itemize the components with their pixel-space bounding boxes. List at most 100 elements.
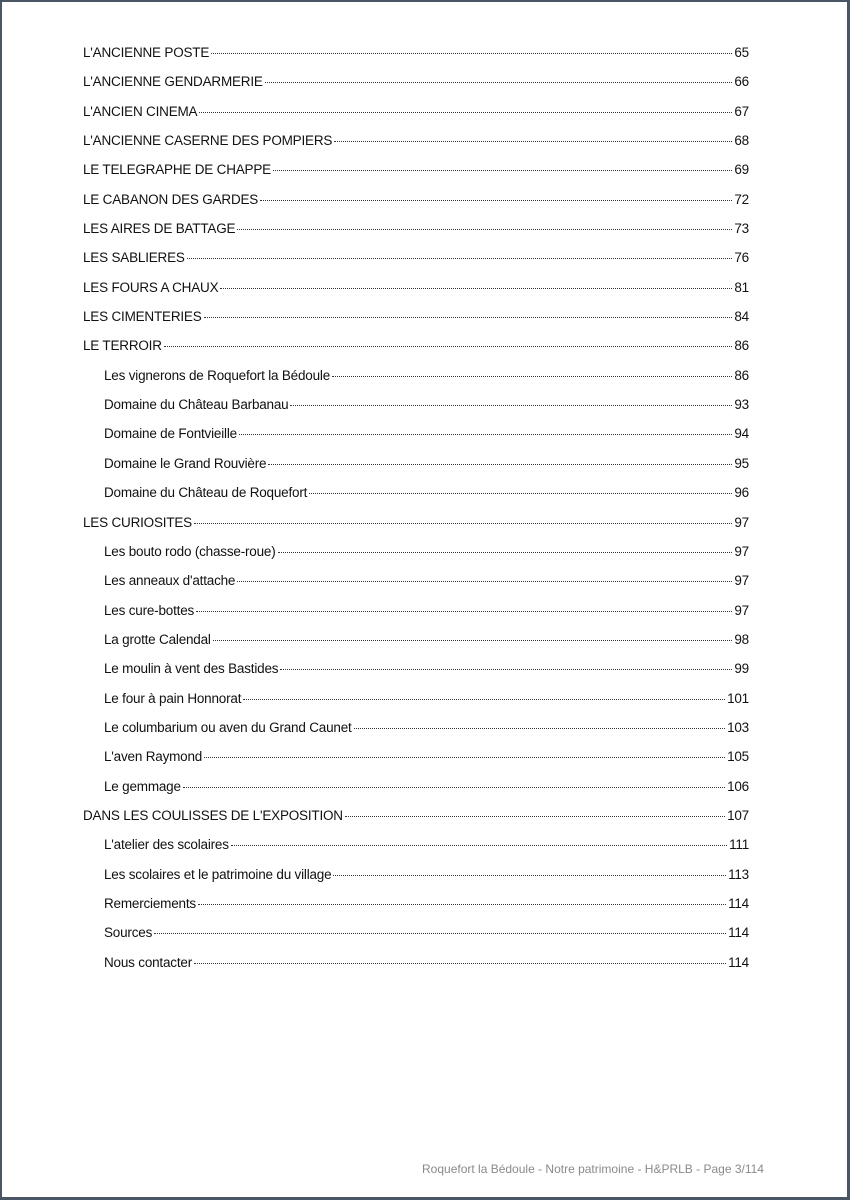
toc-entry[interactable]: Le moulin à vent des Bastides 99 <box>83 661 749 690</box>
toc-entry-page: 86 <box>734 367 749 383</box>
toc-entry-title: Le gemmage <box>104 778 181 794</box>
toc-entry-title: Les cure-bottes <box>104 602 195 618</box>
toc-entry[interactable]: LES AIRES DE BATTAGE 73 <box>83 221 749 250</box>
toc-entry-title: Domaine du Château Barbanau <box>104 397 289 413</box>
toc-entry-page: 106 <box>727 778 749 794</box>
dot-leader <box>212 639 733 641</box>
toc-entry-title: Nous contacter <box>104 954 192 970</box>
toc-entry-page: 73 <box>734 221 749 237</box>
dot-leader <box>237 581 733 583</box>
toc-entry[interactable]: Sources 114 <box>83 925 749 954</box>
dot-leader <box>193 522 733 524</box>
dot-leader <box>199 111 733 113</box>
toc-entry-page: 81 <box>734 279 749 295</box>
toc-entry[interactable]: La grotte Calendal 98 <box>83 632 749 661</box>
toc-entry[interactable]: Domaine du Château Barbanau 93 <box>83 397 749 426</box>
toc-entry-page: 103 <box>727 719 749 735</box>
toc-entry-page: 113 <box>728 866 749 882</box>
toc-entry-title: L'ANCIENNE CASERNE DES POMPIERS <box>83 133 333 149</box>
toc-entry[interactable]: L'ANCIEN CINEMA 67 <box>83 104 749 133</box>
dot-leader <box>272 170 733 172</box>
dot-leader <box>238 434 733 436</box>
toc-entry-page: 65 <box>734 45 749 60</box>
toc-entry-title: LES CIMENTERIES <box>83 309 202 325</box>
dot-leader <box>280 669 733 671</box>
toc-entry[interactable]: L'atelier des scolaires 111 <box>83 837 749 866</box>
dot-leader <box>344 815 726 817</box>
dot-leader <box>264 82 733 84</box>
toc-entry-title: Domaine de Fontvieille <box>104 426 237 442</box>
toc-entry-page: 107 <box>727 807 749 823</box>
toc-entry-page: 111 <box>729 837 749 853</box>
toc-entry-title: Les vignerons de Roquefort la Bédoule <box>104 367 331 383</box>
toc-entry[interactable]: Les vignerons de Roquefort la Bédoule 86 <box>83 368 749 397</box>
toc-entry-title: Remerciements <box>104 895 196 911</box>
dot-leader <box>163 346 733 348</box>
toc-entry[interactable]: Le four à pain Honnorat 101 <box>83 691 749 720</box>
dot-leader <box>353 727 726 729</box>
toc-entry[interactable]: L'ANCIENNE POSTE 65 <box>83 45 749 74</box>
toc-entry[interactable]: Remerciements 114 <box>83 896 749 925</box>
toc-entry[interactable]: LE TERROIR 86 <box>83 338 749 367</box>
toc-entry-title: Le four à pain Honnorat <box>104 690 242 706</box>
toc-entry[interactable]: L'ANCIENNE CASERNE DES POMPIERS 68 <box>83 133 749 162</box>
toc-entry-page: 84 <box>734 309 749 325</box>
toc-entry-title: LES SABLIERES <box>83 250 185 266</box>
toc-entry-title: Le columbarium ou aven du Grand Caunet <box>104 719 352 735</box>
toc-entry[interactable]: Domaine le Grand Rouvière 95 <box>83 456 749 485</box>
toc-entry-page: 94 <box>734 426 749 442</box>
toc-entry-page: 97 <box>734 602 749 618</box>
toc-entry-page: 97 <box>734 543 749 559</box>
toc-entry[interactable]: LE TELEGRAPHE DE CHAPPE 69 <box>83 162 749 191</box>
toc-entry[interactable]: Domaine du Château de Roquefort 96 <box>83 485 749 514</box>
dot-leader <box>243 698 726 700</box>
toc-entry[interactable]: Le gemmage 106 <box>83 779 749 808</box>
dot-leader <box>182 786 726 788</box>
toc-entry-title: L'ANCIEN CINEMA <box>83 103 198 119</box>
dot-leader <box>154 933 727 935</box>
toc-entry-page: 68 <box>734 133 749 149</box>
toc-entry[interactable]: Domaine de Fontvieille 94 <box>83 426 749 455</box>
toc-entry[interactable]: LES CURIOSITES 97 <box>83 515 749 544</box>
toc-entry[interactable]: L'aven Raymond 105 <box>83 749 749 778</box>
toc-entry[interactable]: DANS LES COULISSES DE L'EXPOSITION 107 <box>83 808 749 837</box>
toc-entry-page: 114 <box>728 954 749 970</box>
toc-entry-page: 99 <box>734 661 749 677</box>
toc-entry-page: 114 <box>728 925 749 941</box>
toc-entry-title: LES AIRES DE BATTAGE <box>83 221 236 237</box>
toc-entry-page: 105 <box>727 749 749 765</box>
toc-entry-title: Les scolaires et le patrimoine du villag… <box>104 866 332 882</box>
dot-leader <box>332 375 733 377</box>
dot-leader <box>333 874 727 876</box>
toc-entry[interactable]: Les anneaux d'attache 97 <box>83 573 749 602</box>
dot-leader <box>260 199 733 201</box>
dot-leader <box>237 229 733 231</box>
toc-entry-page: 69 <box>734 162 749 178</box>
toc-entry[interactable]: Les scolaires et le patrimoine du villag… <box>83 867 749 896</box>
toc-entry[interactable]: Les bouto rodo (chasse-roue) 97 <box>83 544 749 573</box>
toc-entry-page: 67 <box>734 103 749 119</box>
toc-entry-page: 72 <box>734 191 749 207</box>
toc-entry-page: 93 <box>734 397 749 413</box>
toc-entry-page: 76 <box>734 250 749 266</box>
toc-entry-title: Domaine le Grand Rouvière <box>104 455 267 471</box>
dot-leader <box>194 962 727 964</box>
toc-entry-title: LE TERROIR <box>83 338 162 354</box>
toc-entry[interactable]: LES CIMENTERIES 84 <box>83 309 749 338</box>
toc-entry[interactable]: LES FOURS A CHAUX 81 <box>83 280 749 309</box>
toc-entry[interactable]: LE CABANON DES GARDES 72 <box>83 192 749 221</box>
dot-leader <box>277 551 733 553</box>
toc-entry[interactable]: Nous contacter 114 <box>83 955 749 984</box>
page-footer: Roquefort la Bédoule - Notre patrimoine … <box>422 1162 764 1176</box>
toc-entry-title: L'atelier des scolaires <box>104 837 229 853</box>
toc-entry-title: L'aven Raymond <box>104 749 203 765</box>
dot-leader <box>196 610 733 612</box>
toc-entry-title: LE CABANON DES GARDES <box>83 191 259 207</box>
dot-leader <box>230 845 728 847</box>
toc-entry-title: LES CURIOSITES <box>83 514 192 530</box>
dot-leader <box>204 757 726 759</box>
toc-entry[interactable]: LES SABLIERES 76 <box>83 250 749 279</box>
toc-entry[interactable]: Les cure-bottes 97 <box>83 603 749 632</box>
toc-entry[interactable]: L'ANCIENNE GENDARMERIE 66 <box>83 74 749 103</box>
toc-entry[interactable]: Le columbarium ou aven du Grand Caunet 10… <box>83 720 749 749</box>
